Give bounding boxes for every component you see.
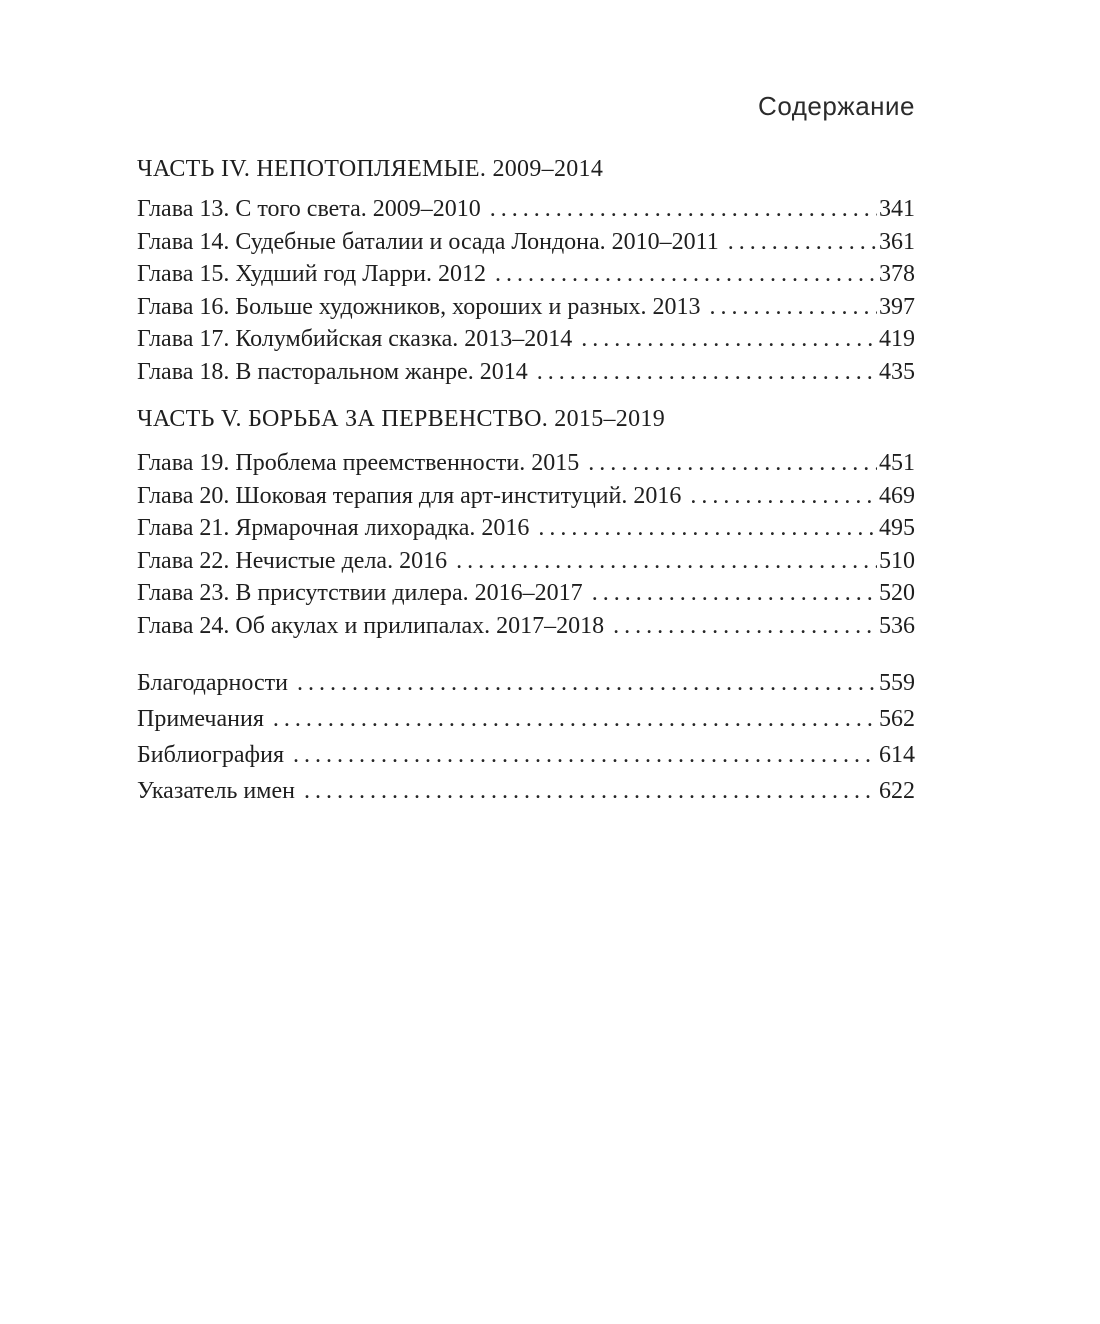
toc-entry-title: Глава 17. Колумбийская сказка. 2013–2014 (137, 326, 573, 352)
toc-entry-page: 341 (879, 196, 915, 222)
dot-leader: ........................................… (591, 580, 877, 606)
chapter-list-part-4: Глава 13. С того света. 2009–2010 ......… (137, 193, 915, 388)
toc-entry: Глава 17. Колумбийская сказка. 2013–2014… (137, 323, 915, 356)
toc-entry: Указатель имен .........................… (137, 773, 915, 809)
toc-entry-title: Глава 19. Проблема преемственности. 2015 (137, 450, 580, 476)
toc-entry-title: Глава 20. Шоковая терапия для арт-инстит… (137, 482, 682, 509)
dot-leader: ........................................… (727, 228, 877, 255)
toc-section-part-5: ЧАСТЬ V. БОРЬБА ЗА ПЕРВЕНСТВО. 2015–2019… (137, 405, 915, 642)
toc-entry-title: Глава 14. Судебные баталии и осада Лондо… (137, 228, 719, 255)
toc-entry-page: 469 (879, 482, 915, 509)
dot-leader: ........................................… (489, 196, 877, 222)
toc-entry: Глава 16. Больше художников, хороших и р… (137, 291, 915, 324)
section-heading-part-4: ЧАСТЬ IV. НЕПОТОПЛЯЕМЫЕ. 2009–2014 (137, 156, 604, 182)
dot-leader: ........................................… (709, 293, 877, 320)
toc-entry-title: Глава 22. Нечистые дела. 2016 (137, 547, 448, 574)
toc-section-part-4: ЧАСТЬ IV. НЕПОТОПЛЯЕМЫЕ. 2009–2014 Глава… (137, 155, 915, 388)
toc-entry-title: Указатель имен (137, 778, 295, 804)
toc-entry: Глава 19. Проблема преемственности. 2015… (137, 447, 915, 480)
toc-entry-page: 614 (879, 742, 915, 768)
toc-entry-page: 520 (879, 580, 915, 606)
dot-leader: ........................................… (495, 261, 877, 287)
toc-entry-title: Глава 24. Об акулах и прилипалах. 2017–2… (137, 612, 605, 639)
toc-entry-page: 559 (879, 670, 915, 696)
toc-entry-title: Глава 18. В пасторальном жанре. 2014 (137, 358, 528, 385)
toc-entry: Глава 22. Нечистые дела. 2016 ..........… (137, 545, 915, 578)
dot-leader: ........................................… (272, 706, 877, 732)
toc-entry: Глава 18. В пасторальном жанре. 2014 ...… (137, 356, 915, 389)
running-head-title: Содержание (758, 91, 915, 121)
toc-entry: Глава 23. В присутствии дилера. 2016–201… (137, 577, 915, 610)
toc-entry: Примечания .............................… (137, 701, 915, 737)
toc-entry: Глава 20. Шоковая терапия для арт-инстит… (137, 480, 915, 513)
toc-entry-page: 378 (879, 261, 915, 287)
toc-entry-page: 451 (879, 450, 915, 476)
toc-entry-page: 622 (879, 778, 915, 804)
dot-leader: ........................................… (581, 326, 877, 352)
toc-entry-page: 510 (879, 547, 915, 574)
toc-entry-page: 361 (879, 228, 915, 255)
dot-leader: ........................................… (293, 742, 877, 768)
dot-leader: ........................................… (538, 515, 877, 541)
dot-leader: ........................................… (456, 547, 877, 574)
toc-entry-title: Глава 21. Ярмарочная лихорадка. 2016 (137, 515, 530, 541)
dot-leader: ........................................… (690, 482, 877, 509)
toc-entry-page: 495 (879, 515, 915, 541)
toc-entry-title: Глава 23. В присутствии дилера. 2016–201… (137, 580, 583, 606)
chapter-list-part-5: Глава 19. Проблема преемственности. 2015… (137, 447, 915, 642)
toc-entry: Глава 21. Ярмарочная лихорадка. 2016 ...… (137, 512, 915, 545)
toc-entry: Глава 24. Об акулах и прилипалах. 2017–2… (137, 610, 915, 643)
dot-leader: ........................................… (536, 358, 877, 385)
toc-entry-title: Примечания (137, 706, 264, 732)
toc-entry: Глава 14. Судебные баталии и осада Лондо… (137, 226, 915, 259)
dot-leader: ........................................… (296, 670, 877, 696)
section-heading-part-5: ЧАСТЬ V. БОРЬБА ЗА ПЕРВЕНСТВО. 2015–2019 (137, 406, 665, 432)
toc-entry-page: 562 (879, 706, 915, 732)
toc-content: Содержание ЧАСТЬ IV. НЕПОТОПЛЯЕМЫЕ. 2009… (137, 92, 915, 809)
dot-leader: ........................................… (588, 450, 877, 476)
toc-entry-title: Библиография (137, 742, 284, 768)
toc-entry: Глава 13. С того света. 2009–2010 ......… (137, 193, 915, 226)
toc-entry-title: Благодарности (137, 670, 288, 696)
toc-entry-title: Глава 15. Худший год Ларри. 2012 (137, 261, 486, 287)
toc-entry: Глава 15. Худший год Ларри. 2012 .......… (137, 258, 915, 291)
toc-entry: Благодарности ..........................… (137, 665, 915, 701)
toc-entry: Библиография ...........................… (137, 737, 915, 773)
toc-entry-page: 435 (879, 358, 915, 385)
dot-leader: ........................................… (303, 778, 877, 804)
dot-leader: ........................................… (613, 612, 877, 639)
toc-entry-title: Глава 13. С того света. 2009–2010 (137, 196, 481, 222)
toc-entry-page: 397 (879, 293, 915, 320)
backmatter-list: Благодарности ..........................… (137, 665, 915, 809)
toc-entry-title: Глава 16. Больше художников, хороших и р… (137, 293, 701, 320)
toc-entry-page: 536 (879, 612, 915, 639)
toc-entry-page: 419 (879, 326, 915, 352)
